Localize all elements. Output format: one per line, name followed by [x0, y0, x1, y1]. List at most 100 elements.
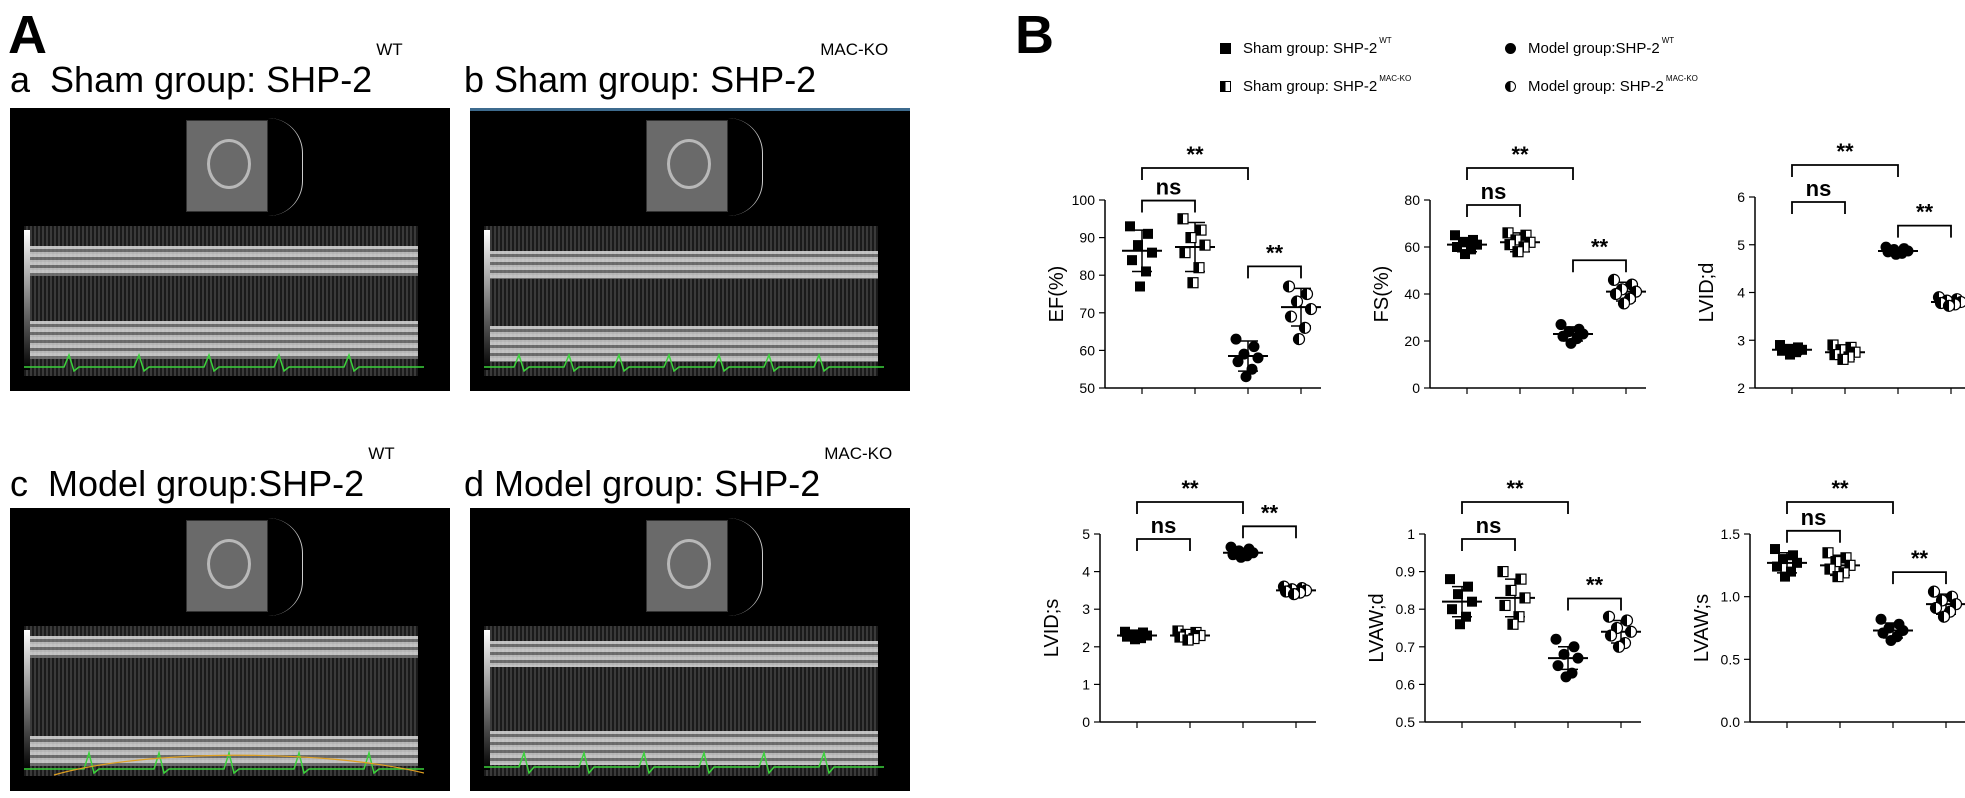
y-tick-label: 2 — [1082, 639, 1090, 655]
data-point — [1141, 266, 1151, 277]
data-point-fill — [1823, 547, 1828, 558]
significance-label: ** — [1831, 476, 1849, 501]
data-point-fill — [1186, 232, 1191, 243]
significance-label: ns — [1481, 179, 1507, 204]
data-point — [1452, 242, 1462, 252]
echo-label-b: b Sham group: SHP-2MAC-KO — [464, 40, 889, 100]
data-point-fill — [1513, 246, 1518, 257]
y-tick-label: 0.8 — [1396, 601, 1416, 617]
data-point-fill — [1831, 556, 1836, 567]
significance-bracket — [1141, 167, 1249, 180]
data-point-fill — [1288, 588, 1294, 600]
y-tick-label: 50 — [1079, 380, 1095, 396]
data-point — [1143, 228, 1153, 239]
data-point — [1788, 550, 1798, 561]
data-point-fill — [1299, 322, 1305, 334]
y-tick-label: 3 — [1737, 332, 1745, 348]
data-point-fill — [1305, 303, 1311, 315]
echo-label-c: c Model group:SHP-2WT — [10, 444, 395, 504]
data-point — [1246, 363, 1258, 375]
data-point — [1125, 221, 1135, 232]
data-point-fill — [1503, 227, 1508, 238]
data-point — [1780, 571, 1790, 582]
data-point — [1240, 371, 1252, 383]
significance-label: ** — [1586, 572, 1604, 597]
data-point — [1552, 660, 1564, 672]
y-tick-label: 1.5 — [1721, 526, 1741, 542]
data-point-fill — [1613, 641, 1619, 653]
significance-label: ns — [1801, 505, 1827, 530]
data-point-fill — [1625, 626, 1631, 638]
data-point-fill — [1845, 560, 1850, 571]
data-point — [1560, 671, 1572, 683]
echo-image-a — [10, 108, 450, 391]
significance-bracket — [1136, 501, 1244, 514]
data-point-fill — [1938, 611, 1944, 623]
data-point-fill — [1301, 288, 1307, 300]
data-point — [1783, 343, 1793, 354]
data-point-fill — [1610, 288, 1616, 300]
y-tick-label: 0.6 — [1396, 676, 1416, 692]
significance-label: ns — [1806, 176, 1832, 201]
significance-label: ** — [1186, 142, 1204, 167]
data-point — [1568, 641, 1580, 653]
data-point — [1550, 633, 1562, 645]
data-point-fill — [1173, 626, 1178, 637]
data-point — [1778, 554, 1788, 565]
data-point-fill — [1500, 600, 1505, 611]
data-point — [1555, 319, 1567, 331]
panel-letter-a: A — [8, 5, 47, 65]
y-axis-label: FS(%) — [1371, 266, 1393, 323]
y-tick-label: 0 — [1082, 714, 1090, 730]
significance-bracket — [1791, 201, 1846, 214]
data-point — [1770, 544, 1780, 555]
data-point — [1130, 634, 1140, 645]
significance-label: ** — [1911, 546, 1929, 571]
y-tick-label: 4 — [1737, 285, 1745, 301]
data-point-fill — [1505, 239, 1510, 250]
significance-bracket — [1791, 164, 1899, 177]
data-point-fill — [1621, 614, 1627, 626]
y-axis-label: LVAW;d — [1366, 593, 1388, 662]
significance-label: ns — [1156, 175, 1182, 200]
data-point-fill — [1200, 240, 1205, 251]
y-tick-label: 80 — [1404, 192, 1420, 208]
data-point-fill — [1608, 274, 1614, 286]
circle-half-icon — [1505, 81, 1516, 92]
significance-bracket — [1247, 265, 1302, 279]
significance-bracket — [1572, 259, 1627, 273]
y-tick-label: 0.5 — [1396, 714, 1416, 730]
data-point — [1466, 244, 1476, 255]
data-point-fill — [1603, 611, 1609, 623]
data-point — [1792, 557, 1802, 568]
significance-label: ** — [1511, 142, 1529, 167]
data-point — [1791, 347, 1801, 358]
data-point — [1772, 561, 1782, 572]
y-tick-label: 0.7 — [1396, 639, 1416, 655]
data-point — [1797, 344, 1807, 355]
data-point — [1885, 635, 1897, 647]
data-point — [1455, 619, 1465, 630]
data-point — [1461, 611, 1471, 622]
significance-label: ** — [1181, 476, 1199, 501]
data-point — [1877, 627, 1889, 639]
data-point — [1248, 341, 1260, 353]
echo-image-b — [470, 108, 910, 391]
data-point — [1458, 237, 1468, 248]
data-point-fill — [1828, 340, 1833, 351]
legend-item-sham-ko: Sham group: SHP-2 MAC-KO — [1220, 74, 1411, 95]
data-point-fill — [1618, 297, 1624, 309]
data-point-fill — [1191, 627, 1196, 638]
echo-image-d — [470, 508, 910, 791]
data-point — [1890, 248, 1902, 260]
data-point-fill — [1520, 592, 1525, 603]
data-point — [1445, 574, 1455, 585]
data-point — [1142, 630, 1152, 641]
data-point-fill — [1188, 277, 1193, 288]
y-tick-label: 3 — [1082, 601, 1090, 617]
data-point-fill — [1830, 349, 1835, 360]
significance-bracket — [1461, 538, 1516, 551]
y-tick-label: 6 — [1737, 189, 1745, 205]
circle-filled-icon — [1505, 43, 1516, 54]
significance-label: ** — [1591, 234, 1609, 259]
